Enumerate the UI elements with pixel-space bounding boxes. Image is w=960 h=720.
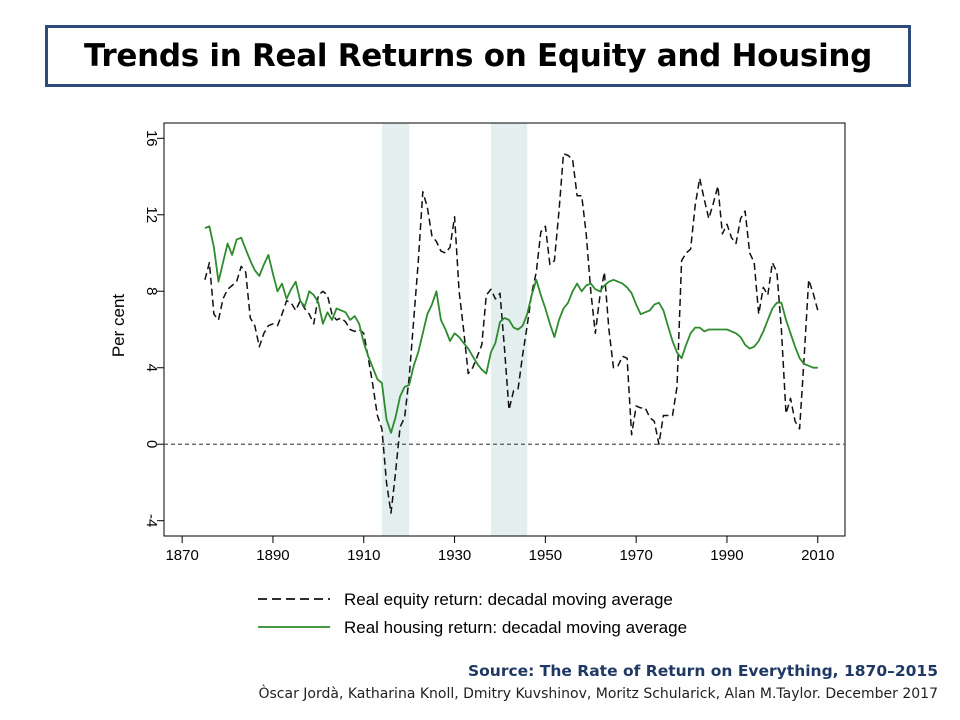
x-tick-label-1930: 1930 — [438, 547, 471, 564]
y-tick-label-12: 12 — [143, 206, 160, 223]
housing-return-line — [204, 225, 818, 434]
slide-title: Trends in Real Returns on Equity and Hou… — [83, 38, 873, 74]
source-line: Source: The Rate of Return on Everything… — [467, 662, 938, 680]
y-tick-label--4: -4 — [143, 514, 160, 527]
series-lines — [204, 152, 819, 514]
y-axis-label: Per cent — [109, 294, 128, 358]
legend-equity-label: Real equity return: decadal moving avera… — [344, 590, 673, 609]
legend: Real equity return: decadal moving avera… — [258, 590, 687, 637]
shaded-period-2 — [490, 123, 528, 536]
legend-housing-label: Real housing return: decadal moving aver… — [344, 618, 687, 637]
x-tick-label-2010: 2010 — [801, 547, 834, 564]
x-tick-label-1990: 1990 — [710, 547, 743, 564]
authors-line: Òscar Jordà, Katharina Knoll, Dmitry Kuv… — [258, 686, 938, 702]
axes: 1870 1890 1910 1930 1950 1970 1990 2010 -4 0 4 8 12 1… — [143, 130, 834, 564]
x-tick-label-1910: 1910 — [347, 547, 380, 564]
y-tick-label-16: 16 — [143, 130, 160, 147]
y-tick-label-0: 0 — [143, 440, 160, 448]
shaded-periods — [381, 123, 528, 536]
x-tick-label-1890: 1890 — [256, 547, 289, 564]
x-tick-label-1870: 1870 — [165, 547, 198, 564]
y-tick-label-4: 4 — [143, 364, 160, 372]
x-tick-label-1950: 1950 — [529, 547, 562, 564]
y-tick-label-8: 8 — [143, 287, 160, 295]
plot-frame — [163, 122, 846, 537]
x-tick-label-1970: 1970 — [619, 547, 652, 564]
title-box: Trends in Real Returns on Equity and Hou… — [45, 25, 911, 87]
